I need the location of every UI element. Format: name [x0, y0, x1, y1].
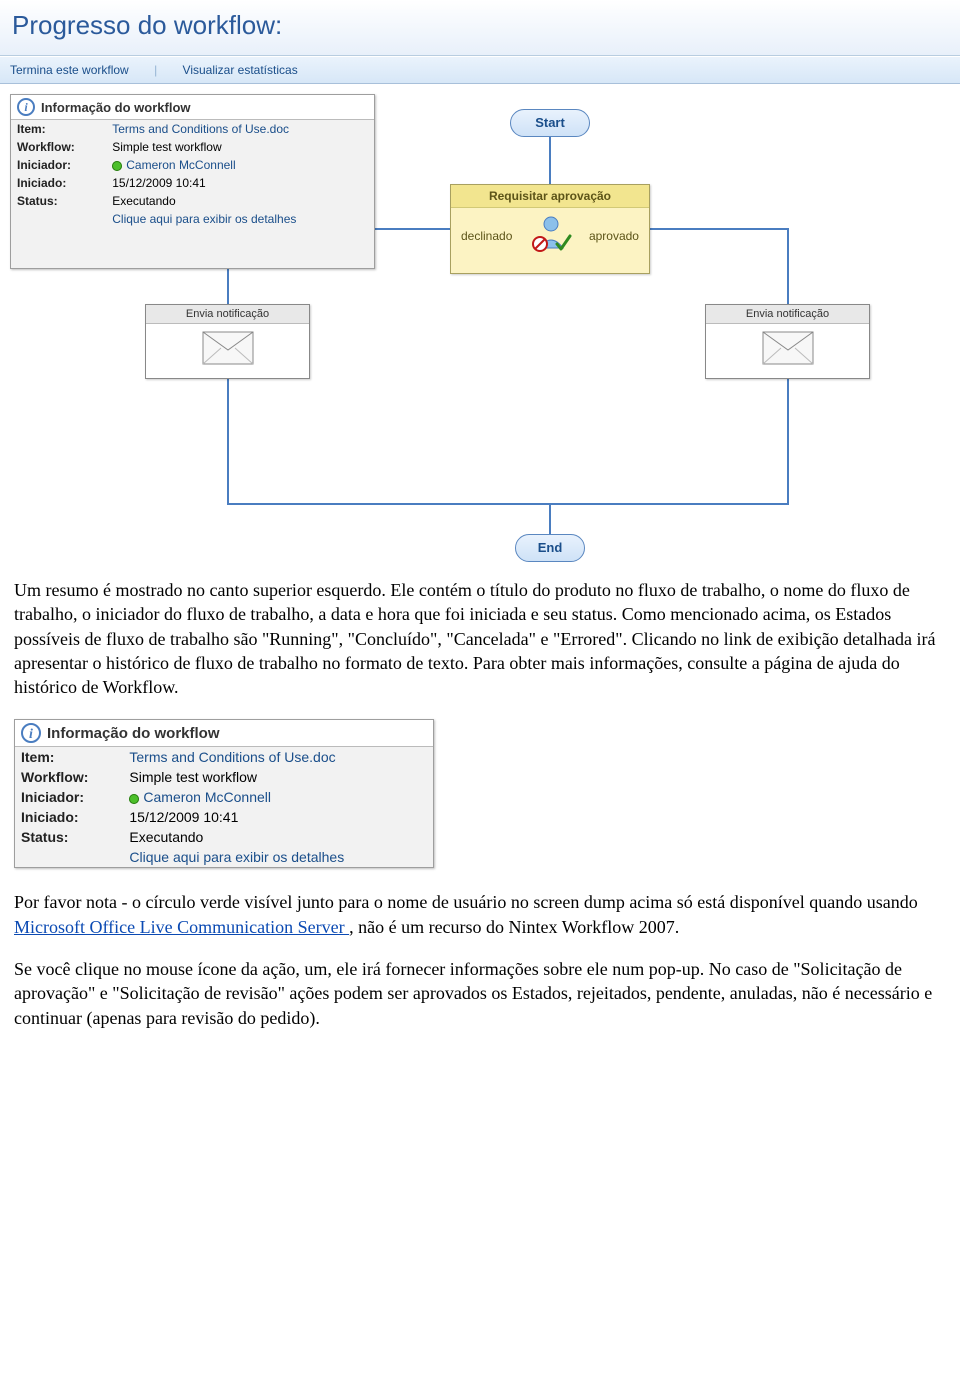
start-node[interactable]: Start	[510, 109, 590, 137]
label2-workflow: Workflow:	[15, 767, 123, 787]
label2-item: Item:	[15, 747, 123, 767]
approval-declined-label: declinado	[461, 229, 512, 243]
details-link[interactable]: Clique aqui para exibir os detalhes	[112, 212, 296, 226]
envelope-icon	[201, 330, 255, 366]
notify-node-left[interactable]: Envia notificação	[145, 304, 310, 379]
workflow-diagram: i Informação do workflow Item: Terms and …	[0, 84, 960, 574]
approval-node[interactable]: Requisitar aprovação declinado aprovado	[450, 184, 650, 274]
presence-indicator-icon	[129, 794, 139, 804]
info-panel-2-wrap: i Informação do workflow Item: Terms and …	[0, 713, 960, 886]
workflow-info-panel-enlarged: i Informação do workflow Item: Terms and …	[14, 719, 434, 868]
label2-started: Iniciado:	[15, 807, 123, 827]
label-item: Item:	[11, 120, 106, 138]
presence-indicator-icon	[112, 161, 122, 171]
notify-node-right[interactable]: Envia notificação	[705, 304, 870, 379]
value-status: Executando	[106, 192, 374, 210]
label-initiator: Iniciador:	[11, 156, 106, 174]
notify-left-title: Envia notificação	[146, 305, 309, 324]
label-status: Status:	[11, 192, 106, 210]
paragraph-1: Um resumo é mostrado no canto superior e…	[0, 574, 960, 713]
item2-link[interactable]: Terms and Conditions of Use.doc	[129, 749, 335, 765]
label2-status: Status:	[15, 827, 123, 847]
info-heading: Informação do workflow	[41, 100, 191, 115]
workflow-info-panel: i Informação do workflow Item: Terms and …	[10, 94, 375, 269]
initiator2-link[interactable]: Cameron McConnell	[143, 789, 271, 805]
info-icon: i	[17, 98, 35, 116]
page-title: Progresso do workflow:	[0, 0, 960, 56]
approval-title: Requisitar aprovação	[451, 185, 649, 208]
item-link[interactable]: Terms and Conditions of Use.doc	[112, 122, 289, 136]
value-workflow: Simple test workflow	[106, 138, 374, 156]
toolbar: Termina este workflow | Visualizar estat…	[0, 56, 960, 84]
label-workflow: Workflow:	[11, 138, 106, 156]
value2-status: Executando	[123, 827, 433, 847]
details2-link[interactable]: Clique aqui para exibir os detalhes	[129, 849, 344, 865]
approval-approved-label: aprovado	[589, 229, 639, 243]
approval-icon	[529, 214, 573, 257]
terminate-workflow-link[interactable]: Termina este workflow	[10, 63, 129, 77]
envelope-icon	[761, 330, 815, 366]
svg-text:i: i	[29, 727, 33, 742]
paragraph-3: Se você clique no mouse ícone da ação, u…	[0, 953, 960, 1044]
end-node[interactable]: End	[515, 534, 585, 562]
toolbar-separator: |	[154, 63, 157, 77]
value-started: 15/12/2009 10:41	[106, 174, 374, 192]
lcs-link[interactable]: Microsoft Office Live Communication Serv…	[14, 917, 349, 937]
value2-workflow: Simple test workflow	[123, 767, 433, 787]
initiator-link[interactable]: Cameron McConnell	[126, 158, 235, 172]
p2-b: , não é um recurso do Nintex Workflow 20…	[349, 917, 679, 937]
value2-started: 15/12/2009 10:41	[123, 807, 433, 827]
info-icon: i	[21, 723, 41, 743]
info2-heading: Informação do workflow	[47, 725, 220, 742]
p2-a: Por favor nota - o círculo verde visível…	[14, 892, 918, 912]
paragraph-2: Por favor nota - o círculo verde visível…	[0, 886, 960, 953]
label2-initiator: Iniciador:	[15, 787, 123, 807]
notify-right-title: Envia notificação	[706, 305, 869, 324]
view-stats-link[interactable]: Visualizar estatísticas	[183, 63, 298, 77]
label-started: Iniciado:	[11, 174, 106, 192]
